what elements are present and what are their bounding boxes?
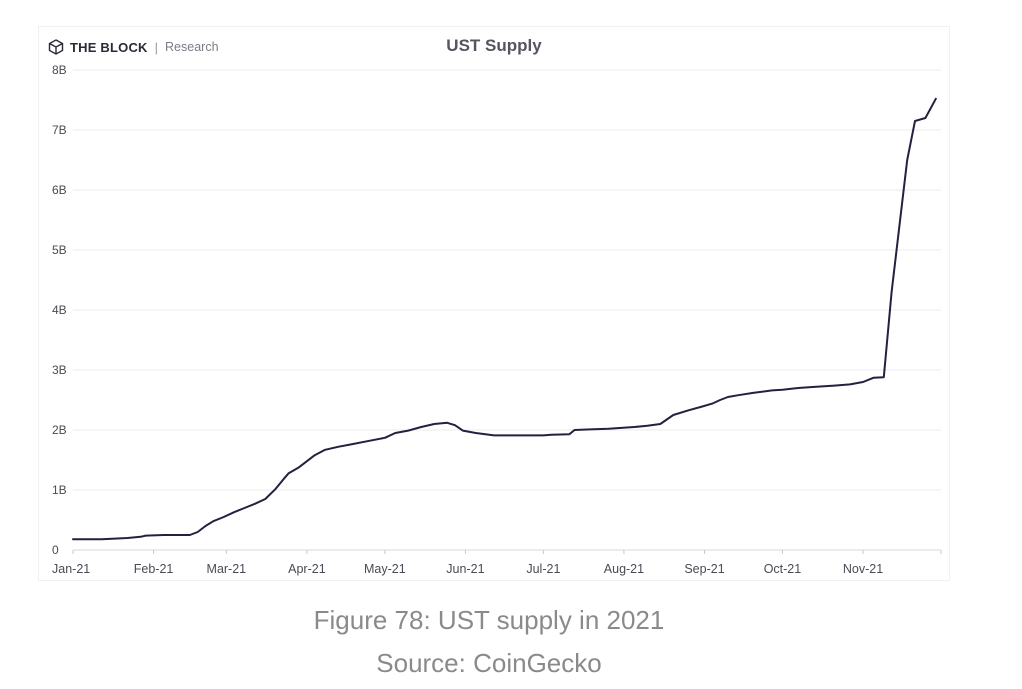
y-tick-label: 2B	[52, 423, 67, 437]
x-tick-label: May-21	[364, 562, 406, 576]
x-tick-label: Feb-21	[134, 562, 174, 576]
brand-header: THE BLOCK | Research	[48, 37, 219, 57]
y-tick-label: 3B	[52, 363, 67, 377]
series-line-ust-supply	[72, 97, 937, 541]
x-tick-label: Oct-21	[764, 562, 802, 576]
y-tick-label: 8B	[52, 63, 67, 77]
chart-title: UST Supply	[446, 36, 542, 55]
source-caption: Source: CoinGecko	[376, 648, 602, 678]
y-tick-label: 1B	[52, 483, 67, 497]
x-tick-label: Aug-21	[604, 562, 644, 576]
y-tick-label: 7B	[52, 123, 67, 137]
y-tick-label: 5B	[52, 243, 67, 257]
x-tick-label: Mar-21	[207, 562, 247, 576]
brand-subtitle: Research	[165, 40, 219, 54]
ust-supply-chart: 0 1B 2B 3B 4B 5B 6B 7B 8B Jan-21 Feb-21 Mar-21 Apr-2…	[52, 63, 942, 576]
y-tick-label: 0	[52, 543, 59, 557]
the-block-cube-icon	[48, 39, 64, 55]
brand-separator: |	[154, 39, 159, 55]
x-tick-label: Sep-21	[684, 562, 724, 576]
x-tick-label: Nov-21	[843, 562, 883, 576]
x-tick-label: Apr-21	[288, 562, 326, 576]
chart-card	[38, 26, 950, 581]
y-tick-label: 4B	[52, 303, 67, 317]
x-tick-label: Jun-21	[446, 562, 484, 576]
x-tick-label: Jul-21	[526, 562, 560, 576]
brand-name: THE BLOCK	[70, 39, 148, 55]
x-tick-label: Jan-21	[52, 562, 90, 576]
y-tick-label: 6B	[52, 183, 67, 197]
figure-caption: Figure 78: UST supply in 2021	[313, 605, 665, 635]
